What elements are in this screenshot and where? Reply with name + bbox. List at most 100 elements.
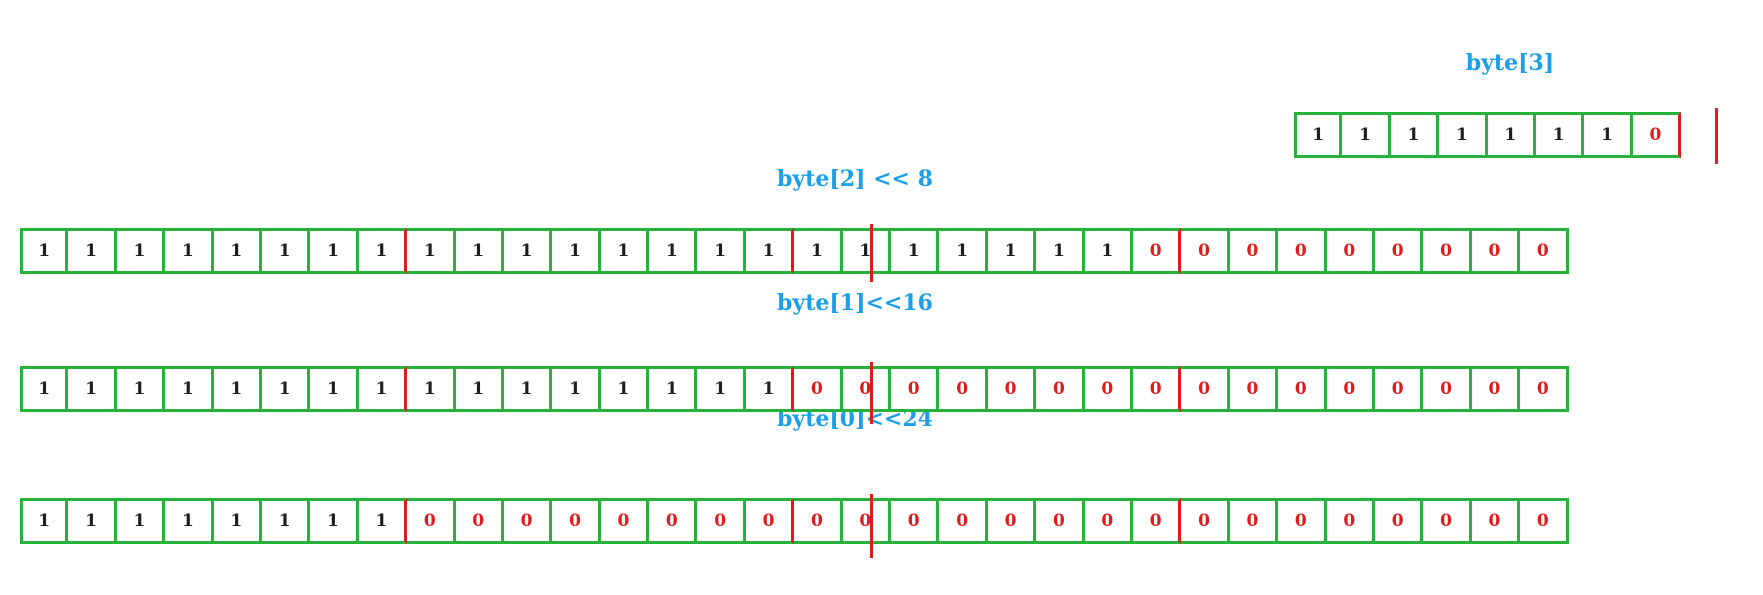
bit-cell: 1 xyxy=(68,228,117,274)
bit-cell: 1 xyxy=(1487,112,1536,158)
bit-cell: 1 xyxy=(261,498,311,544)
bit-cell: 1 xyxy=(1390,112,1440,158)
bit-cell: 0 xyxy=(1229,228,1279,274)
bit-cell: 0 xyxy=(987,498,1037,544)
bit-cell: 1 xyxy=(794,228,843,274)
title-byte2-shift8: byte[2] << 8 xyxy=(777,166,933,192)
bit-cell: 0 xyxy=(1423,498,1472,544)
bit-cell: 1 xyxy=(20,228,69,274)
bit-cell: 0 xyxy=(794,498,843,544)
byte-boundary-tick xyxy=(870,362,873,424)
bit-cell: 1 xyxy=(697,366,746,412)
bit-cell: 1 xyxy=(407,228,456,274)
bit-cell: 0 xyxy=(1326,228,1375,274)
bit-cell: 0 xyxy=(1423,366,1472,412)
bit-cell: 0 xyxy=(1520,366,1569,412)
bit-cell: 0 xyxy=(1036,366,1085,412)
bit-cell: 1 xyxy=(1084,228,1133,274)
bit-cell: 0 xyxy=(407,498,456,544)
bit-cell: 0 xyxy=(1278,228,1327,274)
bit-cell: 1 xyxy=(358,498,408,544)
bit-cell: 0 xyxy=(1132,498,1182,544)
bit-cell: 1 xyxy=(165,228,214,274)
bit-cell: 0 xyxy=(1471,228,1521,274)
bit-cell: 1 xyxy=(20,366,69,412)
bit-cell: 0 xyxy=(600,498,650,544)
bit-cell: 1 xyxy=(1535,112,1585,158)
bit-cell: 0 xyxy=(1229,366,1279,412)
bit-cell: 0 xyxy=(1181,228,1230,274)
bit-cell: 0 xyxy=(842,498,892,544)
bit-cell: 0 xyxy=(1471,498,1521,544)
bit-cell: 0 xyxy=(1181,498,1230,544)
bit-cell: 0 xyxy=(939,498,988,544)
bit-cell: 1 xyxy=(68,498,117,544)
bit-cell: 0 xyxy=(1084,366,1133,412)
bit-cell: 0 xyxy=(1632,112,1682,158)
bit-cell: 0 xyxy=(1084,498,1133,544)
bit-cell: 0 xyxy=(891,366,940,412)
bit-cell: 1 xyxy=(1294,112,1343,158)
bit-cell: 0 xyxy=(1520,498,1569,544)
bit-cell: 0 xyxy=(552,498,601,544)
bit-cell: 0 xyxy=(939,366,988,412)
bit-cell: 1 xyxy=(310,498,359,544)
bit-cell: 1 xyxy=(1584,112,1633,158)
bit-cell: 1 xyxy=(261,366,311,412)
bit-cell: 0 xyxy=(842,366,892,412)
bit-cell: 1 xyxy=(745,366,795,412)
bit-cell: 1 xyxy=(116,366,166,412)
bit-cell: 0 xyxy=(891,498,940,544)
bit-cell: 0 xyxy=(1132,228,1182,274)
bit-cell: 1 xyxy=(116,228,166,274)
bit-cell: 0 xyxy=(455,498,504,544)
bit-cell: 0 xyxy=(745,498,795,544)
bit-cell: 0 xyxy=(1423,228,1472,274)
bit-cell: 1 xyxy=(213,366,262,412)
bit-cell: 0 xyxy=(1036,498,1085,544)
bit-cell: 1 xyxy=(310,366,359,412)
bit-cell: 0 xyxy=(1374,498,1424,544)
bit-cell: 0 xyxy=(987,366,1037,412)
title-byte3: byte[3] xyxy=(1465,50,1555,76)
bit-cell: 0 xyxy=(649,498,698,544)
bit-cell: 1 xyxy=(939,228,988,274)
bit-cell: 1 xyxy=(1036,228,1085,274)
bit-cell: 0 xyxy=(1181,366,1230,412)
bit-cell: 1 xyxy=(552,228,601,274)
bit-cell: 1 xyxy=(213,228,262,274)
bit-cell: 1 xyxy=(261,228,311,274)
bit-cell: 1 xyxy=(503,228,553,274)
bit-cell: 1 xyxy=(503,366,553,412)
bit-cell: 1 xyxy=(358,228,408,274)
bit-cell: 0 xyxy=(1326,498,1375,544)
bit-cell: 1 xyxy=(455,228,504,274)
bit-cell: 0 xyxy=(697,498,746,544)
byte-boundary-tick xyxy=(870,494,873,558)
bit-cell: 0 xyxy=(1132,366,1182,412)
bit-cell: 1 xyxy=(1342,112,1391,158)
bit-cell: 1 xyxy=(310,228,359,274)
bit-cell: 0 xyxy=(1374,228,1424,274)
bit-cell: 0 xyxy=(1326,366,1375,412)
bit-cell: 1 xyxy=(455,366,504,412)
bit-cell: 1 xyxy=(358,366,408,412)
bit-cell: 1 xyxy=(842,228,892,274)
bit-cell: 0 xyxy=(1374,366,1424,412)
bit-cell: 0 xyxy=(503,498,553,544)
bit-cell: 1 xyxy=(20,498,69,544)
bit-cell: 1 xyxy=(407,366,456,412)
bit-cell: 1 xyxy=(116,498,166,544)
bit-cell: 0 xyxy=(1520,228,1569,274)
bit-cell: 1 xyxy=(213,498,262,544)
bit-cell: 1 xyxy=(745,228,795,274)
title-byte1-shift16: byte[1]<<16 xyxy=(777,290,933,316)
bit-cell: 0 xyxy=(1278,498,1327,544)
bit-cell: 1 xyxy=(649,366,698,412)
bit-cell: 1 xyxy=(649,228,698,274)
bit-cell: 1 xyxy=(552,366,601,412)
